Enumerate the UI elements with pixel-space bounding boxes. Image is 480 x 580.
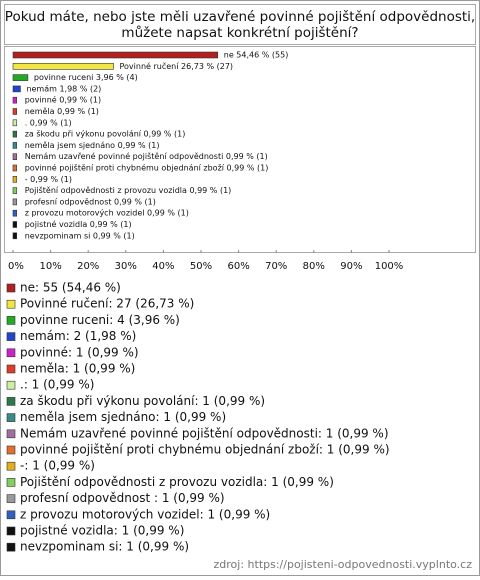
source: zdroj: https://pojisteni-odpovednosti.vy… (214, 558, 473, 571)
legend-swatch (6, 429, 16, 439)
legend-swatch (6, 364, 16, 374)
legend-label: nevzpominam si: 1 (0,99 %) (20, 540, 189, 554)
data-label: neměla 0,99 % (1) (25, 107, 99, 116)
legend-label: za škodu při výkonu povolání: 1 (0,99 %) (20, 394, 265, 408)
legend-swatch (6, 494, 16, 503)
legend-label: povinné: 1 (0,99 %) (20, 345, 139, 359)
legend-swatch (6, 380, 16, 390)
bar (12, 96, 18, 104)
data-label: profesní odpovědnost 0,99 % (1) (25, 197, 156, 206)
bar (12, 187, 18, 194)
x-tick-label: 0% (8, 261, 24, 272)
bar (12, 176, 18, 183)
legend-label: pojistné vozidla: 1 (0,99 %) (20, 524, 184, 538)
chart-title: můžete napsat konkrétní pojištění? (121, 25, 358, 41)
bar (12, 142, 18, 149)
data-label: Pojištění odpovědnosti z provozu vozidla… (25, 185, 232, 195)
legend-swatch (6, 299, 16, 309)
legend-label: ne: 55 (54,46 %) (20, 281, 121, 295)
legend-swatch (6, 397, 16, 406)
legend-label: z provozu motorových vozidel: 1 (0,99 %) (20, 507, 270, 521)
bar (12, 130, 18, 138)
x-tick-label: 10% (39, 261, 61, 272)
legend-swatch (6, 348, 16, 358)
x-tick-label: 50% (190, 261, 212, 272)
bar (12, 85, 21, 93)
legend-label: -: 1 (0,99 %) (20, 459, 95, 473)
bar (12, 153, 18, 160)
data-label: povinné pojištění proti chybnému objedná… (25, 163, 269, 173)
x-tick-label: 70% (265, 261, 287, 272)
legend-swatch (6, 510, 16, 520)
bar (12, 119, 18, 127)
chart-title: Pokud máte, nebo jste měli uzavřené povi… (5, 9, 475, 25)
legend-swatch (6, 445, 16, 455)
legend-label: Povinné ručení: 27 (26,73 %) (20, 297, 194, 311)
legend-label: Nemám uzavřené povinné pojištění odpověd… (20, 426, 389, 440)
data-label: nevzpominam si 0,99 % (1) (25, 231, 135, 240)
legend-label: neměla jsem sjednáno: 1 (0,99 %) (20, 410, 226, 424)
x-tick-label: 30% (115, 261, 137, 272)
x-tick-label: 20% (77, 261, 99, 272)
legend-swatch (6, 542, 16, 552)
legend-label: povinné pojištění proti chybnému objedná… (20, 443, 390, 457)
legend-swatch (6, 283, 16, 293)
data-label: Nemám uzavřené povinné pojištění odpověd… (25, 151, 268, 161)
bar (12, 198, 18, 206)
x-tick-label: 40% (152, 261, 174, 272)
x-tick-label: 90% (340, 261, 362, 272)
legend-label: povinne ruceni: 4 (3,96 %) (20, 313, 180, 327)
data-label: ne 54,46 % (55) (224, 51, 289, 60)
x-tick-label: 60% (227, 261, 249, 272)
data-label: neměla jsem sjednáno 0,99 % (1) (25, 141, 160, 150)
data-label: povinné 0,99 % (1) (25, 95, 101, 105)
legend-label: neměla: 1 (0,99 %) (20, 362, 135, 376)
bar (12, 164, 18, 172)
legend-label: Pojištění odpovědnosti z provozu vozidla… (20, 475, 334, 489)
legend-label: profesní odpovědnost : 1 (0,99 %) (20, 491, 225, 505)
data-label: z provozu motorových vozidel 0,99 % (1) (25, 209, 189, 218)
plot-box (4, 46, 476, 253)
x-tick-label: 80% (303, 261, 325, 272)
bar (12, 232, 18, 240)
data-label: . 0,99 % (1) (25, 118, 72, 127)
legend-swatch (6, 526, 16, 536)
bar (12, 51, 219, 59)
data-label: Povinné ručení 26,73 % (27) (120, 61, 234, 71)
bar (12, 62, 114, 70)
legend-label: nemám: 2 (1,98 %) (20, 329, 136, 343)
bar (12, 221, 18, 228)
bar (12, 209, 18, 217)
legend-swatch (6, 461, 16, 471)
title-box (4, 4, 476, 45)
data-label: pojistné vozidla 0,99 % (1) (25, 219, 132, 229)
data-label: povinne ruceni 3,96 % (4) (34, 73, 138, 82)
legend-swatch (6, 413, 16, 422)
legend-swatch (6, 478, 16, 487)
legend-swatch (6, 332, 16, 341)
legend-swatch (6, 316, 16, 325)
data-label: za škodu při výkonu povolání 0,99 % (1) (25, 129, 186, 139)
data-label: nemám 1,98 % (2) (26, 84, 101, 93)
bar (12, 74, 29, 81)
bar (12, 108, 18, 115)
data-label: - 0,99 % (1) (25, 175, 72, 184)
legend-label: .: 1 (0,99 %) (20, 378, 94, 392)
x-tick-label: 100% (375, 261, 404, 272)
